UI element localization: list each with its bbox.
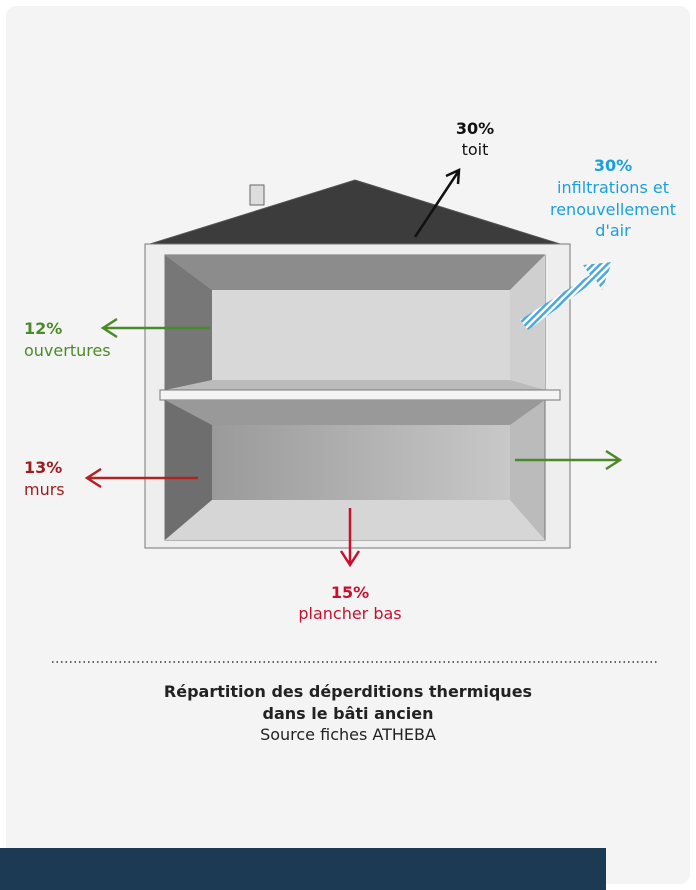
loss-label: infiltrations et: [557, 178, 669, 197]
loss-label: renouvellement: [549, 200, 677, 219]
loss-label: toit: [461, 140, 489, 159]
loss-value: 15%: [330, 583, 370, 602]
loss-label: plancher bas: [298, 604, 402, 623]
loss-label: murs: [24, 480, 65, 499]
loss-value: 30%: [455, 119, 495, 138]
loss-label: ouvertures: [24, 341, 111, 360]
caption-title: Répartition des déperditions thermiques: [163, 682, 533, 701]
loss-value: 13%: [24, 458, 63, 477]
caption-source: Source fiches ATHEBA: [260, 725, 436, 744]
loss-value: 30%: [593, 156, 633, 175]
footer-bar: [0, 848, 606, 890]
loss-label: d'air: [595, 221, 631, 240]
caption-title: dans le bâti ancien: [262, 704, 434, 723]
loss-value: 12%: [24, 319, 63, 338]
